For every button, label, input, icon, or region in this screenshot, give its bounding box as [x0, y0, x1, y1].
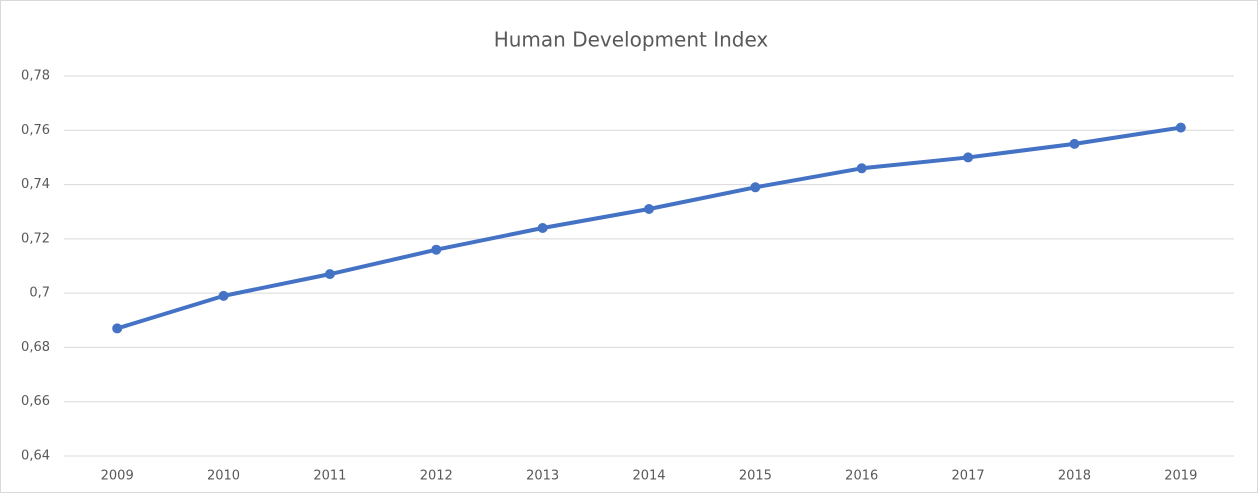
- y-tick-label: 0,66: [21, 394, 50, 409]
- data-point: [1175, 122, 1186, 133]
- data-point: [218, 290, 229, 301]
- x-tick-label: 2017: [952, 469, 985, 484]
- data-point: [963, 152, 974, 163]
- x-tick-label: 2016: [845, 469, 878, 484]
- x-tick-label: 2009: [101, 469, 134, 484]
- x-tick-label: 2011: [313, 469, 346, 484]
- y-tick-label: 0,64: [21, 449, 50, 464]
- data-point: [431, 244, 442, 255]
- x-tick-label: 2010: [207, 469, 240, 484]
- y-tick-label: 0,76: [21, 123, 50, 138]
- data-point: [112, 323, 123, 334]
- data-point: [644, 204, 654, 214]
- x-tick-label: 2013: [526, 469, 559, 484]
- chart-title: Human Development Index: [494, 28, 769, 52]
- data-point: [750, 182, 761, 193]
- x-tick-label: 2018: [1058, 469, 1091, 484]
- y-tick-label: 0,7: [29, 286, 50, 301]
- data-point: [537, 223, 548, 233]
- x-tick-label: 2015: [739, 469, 772, 484]
- y-tick-label: 0,74: [21, 177, 50, 192]
- x-tick-label: 2019: [1164, 469, 1197, 484]
- y-tick-label: 0,78: [21, 69, 50, 84]
- data-point: [856, 163, 867, 174]
- data-point: [1069, 138, 1080, 149]
- x-tick-label: 2014: [632, 469, 665, 484]
- y-tick-label: 0,68: [21, 340, 50, 355]
- data-point: [324, 269, 335, 280]
- x-tick-label: 2012: [420, 469, 453, 484]
- y-tick-label: 0,72: [21, 231, 50, 246]
